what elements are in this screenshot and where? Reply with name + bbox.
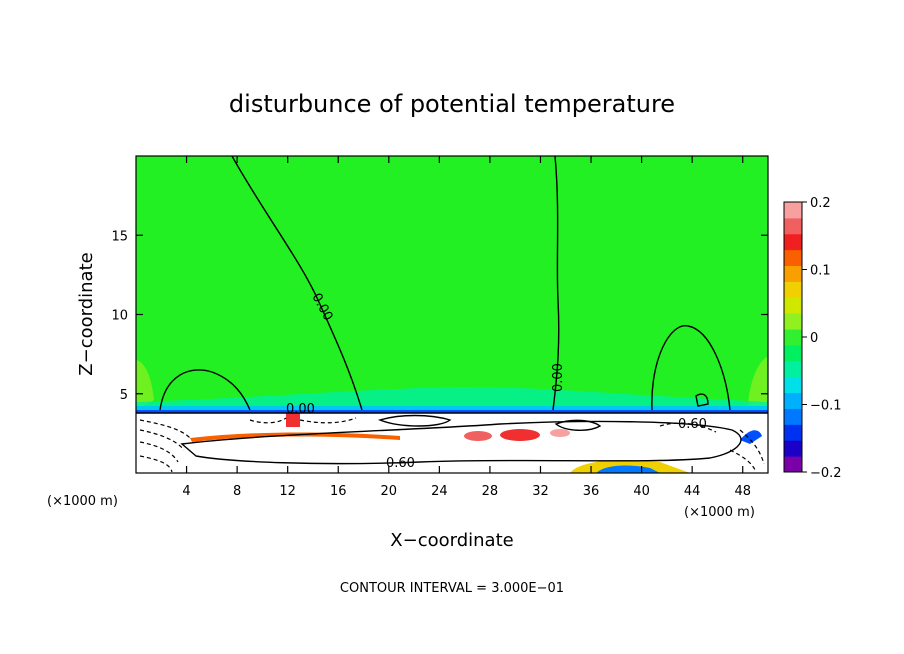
colorbar-swatch [784,424,802,441]
x-tick-label: 44 [684,484,701,499]
warm-rim [190,432,400,442]
x-tick-label: 12 [279,484,296,499]
contour-line-negative [139,455,173,473]
contour-label: 0.60 [386,456,415,471]
contour-line-negative [139,419,191,439]
x-tick-label: 24 [431,484,448,499]
contour-line-negative [659,422,717,433]
x-tick-label: 36 [583,484,600,499]
colorbar-swatch [784,217,802,235]
left-edge-anomaly [136,360,154,410]
colorbar-swatch [784,249,802,267]
contour-label: 0.00 [286,402,315,417]
colorbar-swatch [784,297,802,314]
colorbar-tick-label: 0.2 [810,196,831,211]
blue-line [136,410,768,413]
colorbar-swatch [784,408,802,425]
x-tick-label: 16 [330,484,347,499]
colorbar-swatch [784,360,802,378]
contour-line [180,420,742,465]
colorbar-ticks: 0.2 0.1 0 −0.1 −0.2 [802,196,842,481]
y-tick-label: 5 [120,388,128,403]
colorbar-swatch [784,392,802,409]
contour-line [231,156,363,411]
boundary-layer [136,413,768,473]
colorbar-swatch [784,376,802,394]
contour-line-negative [739,429,765,465]
chart-title: disturbunce of potential temperature [229,90,675,118]
x-axis: 4 8 12 16 20 24 28 32 36 40 44 48 [182,156,751,499]
colorbar-swatch [784,440,802,457]
contour-line-negative [139,429,185,451]
x-tick-label: 28 [482,484,499,499]
cyan-band [136,406,768,413]
y-axis-label: Z−coordinate [76,252,97,375]
x-axis-label: X−coordinate [390,530,513,551]
contour-line [377,414,452,427]
x-tick-label: 20 [381,484,398,499]
colorbar-tick-label: −0.1 [810,399,842,414]
plot-area: 0.00 0.00 0.00 0.60 0.60 [136,156,768,473]
warm-cell [286,413,300,427]
contour-line-negative [299,417,357,424]
colorbar-swatch [784,265,802,282]
x-tick-label: 4 [182,484,190,499]
colorbar-swatch [784,281,802,298]
right-edge-feature [740,430,762,444]
contour-line-negative [249,417,287,424]
colorbar [783,201,803,473]
contour-label: 0.60 [678,417,707,432]
contour-line [651,325,731,411]
warm-patch [500,429,540,441]
y-tick-label: 10 [111,309,128,324]
contour-line-negative [729,449,757,473]
colorbar-swatch [784,456,802,473]
right-edge-anomaly [748,356,768,410]
colorbar-tick-label: 0.1 [810,264,831,279]
y-tick-label: 15 [111,229,128,244]
colorbar-swatch [784,202,802,219]
contour-interval-note: CONTOUR INTERVAL = 3.000E−01 [340,581,564,596]
contour-label: 0.00 [551,363,566,392]
contour-line [554,419,602,431]
warm-patch [464,431,492,441]
warm-patch [550,429,570,437]
colorbar-swatch [784,233,802,251]
bottom-feature [596,465,660,473]
x-tick-label: 8 [233,484,241,499]
x-tick-label: 40 [633,484,650,499]
x-tick-label: 32 [532,484,549,499]
contour-line [695,393,709,407]
x-unit-right: (×1000 m) [684,505,755,520]
colorbar-swatch [784,344,802,362]
colorbar-tick-label: 0 [810,331,818,346]
x-tick-label: 48 [734,484,751,499]
colorbar-tick-label: −0.2 [810,466,842,481]
x-unit-left: (×1000 m) [47,494,118,509]
colorbar-swatch [784,329,802,346]
contour-line [552,156,560,411]
contour-line [159,369,251,411]
y-axis: 5 10 15 [111,229,768,403]
colorbar-swatch [784,313,802,330]
cool-band [136,387,768,412]
